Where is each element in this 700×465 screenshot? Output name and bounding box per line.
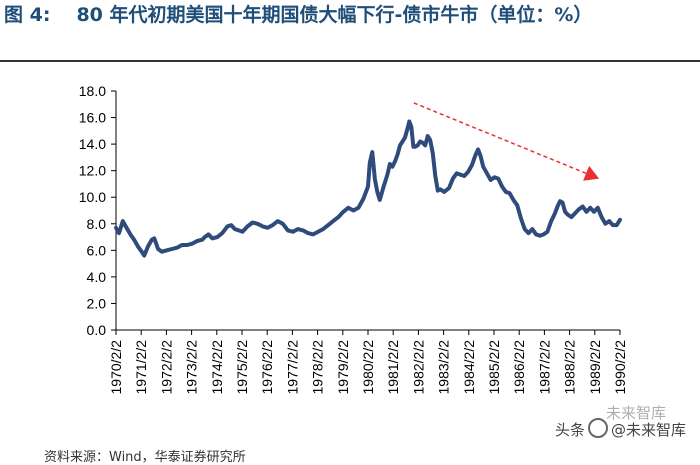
x-tick-label: 1978/2/2 — [310, 340, 326, 395]
y-tick-label: 16.0 — [79, 110, 106, 126]
series-line-us10y — [114, 119, 622, 258]
x-tick-label: 1975/2/2 — [234, 340, 250, 395]
y-tick-label: 4.0 — [87, 269, 107, 285]
watermark-brand: @未来智库 — [610, 421, 686, 439]
downtrend-arrow — [413, 102, 600, 181]
brand-icon — [587, 418, 608, 438]
y-tick-label: 12.0 — [79, 163, 106, 179]
title-divider — [0, 60, 700, 62]
watermark: 头条 @未来智库 — [555, 418, 686, 440]
y-axis: 0.0 2.0 4.0 6.0 8.0 10.0 12.0 14.0 16.0 18.0 — [79, 83, 117, 338]
y-tick-label: 8.0 — [87, 216, 107, 232]
x-tick-label: 1982/2/2 — [410, 340, 426, 395]
source-note: 资料来源：Wind，华泰证券研究所 — [44, 450, 246, 465]
watermark-prefix: 头条 — [554, 421, 585, 439]
x-tick-label: 1985/2/2 — [486, 340, 502, 395]
x-tick-label: 1983/2/2 — [436, 340, 452, 395]
x-tick-label: 1979/2/2 — [335, 340, 351, 395]
x-tick-label: 1973/2/2 — [184, 340, 200, 395]
x-tick-label: 1984/2/2 — [461, 340, 477, 395]
y-tick-label: 10.0 — [79, 189, 106, 205]
y-tick-label: 14.0 — [79, 136, 106, 152]
figure-number: 图 4: — [4, 4, 51, 26]
x-tick-label: 1976/2/2 — [259, 340, 275, 395]
y-tick-labels: 0.0 2.0 4.0 6.0 8.0 10.0 12.0 14.0 16.0 18.0 — [79, 83, 116, 338]
figure-title: 图 4: 80 年代初期美国十年期国债大幅下行-债市牛市（单位：%） — [4, 0, 694, 30]
x-tick-label: 1987/2/2 — [536, 340, 552, 395]
arrow-head — [583, 165, 600, 181]
x-tick-label: 1970/2/2 — [108, 340, 124, 395]
y-tick-label: 18.0 — [79, 83, 106, 99]
y-tick-label: 6.0 — [87, 242, 107, 258]
y-tick-label: 0.0 — [87, 322, 107, 338]
x-tick-label: 1986/2/2 — [511, 340, 527, 395]
x-tick-label: 1971/2/2 — [133, 340, 149, 395]
line-chart: 0.0 2.0 4.0 6.0 8.0 10.0 12.0 14.0 16.0 18.0 1970… — [79, 83, 628, 395]
x-tick-label: 1989/2/2 — [587, 340, 603, 395]
figure-title-text: 80 年代初期美国十年期国债大幅下行-债市牛市（单位：%） — [76, 4, 593, 26]
arrow-shaft — [413, 102, 587, 175]
x-tick-label: 1981/2/2 — [385, 340, 401, 395]
x-tick-label: 1972/2/2 — [158, 340, 174, 395]
x-tick-label: 1974/2/2 — [209, 340, 225, 395]
x-tick-label: 1988/2/2 — [562, 340, 578, 395]
x-tick-label: 1990/2/2 — [612, 340, 628, 395]
x-axis: 1970/2/2 1971/2/2 1972/2/2 1973/2/2 1974/2/2… — [108, 329, 628, 395]
x-tick-label: 1980/2/2 — [360, 340, 376, 395]
watermark-faint: 未来智库 — [605, 404, 666, 422]
y-tick-label: 2.0 — [87, 295, 107, 311]
x-tick-labels: 1970/2/2 1971/2/2 1972/2/2 1973/2/2 1974/2/2… — [108, 330, 628, 395]
x-tick-label: 1977/2/2 — [284, 340, 300, 395]
